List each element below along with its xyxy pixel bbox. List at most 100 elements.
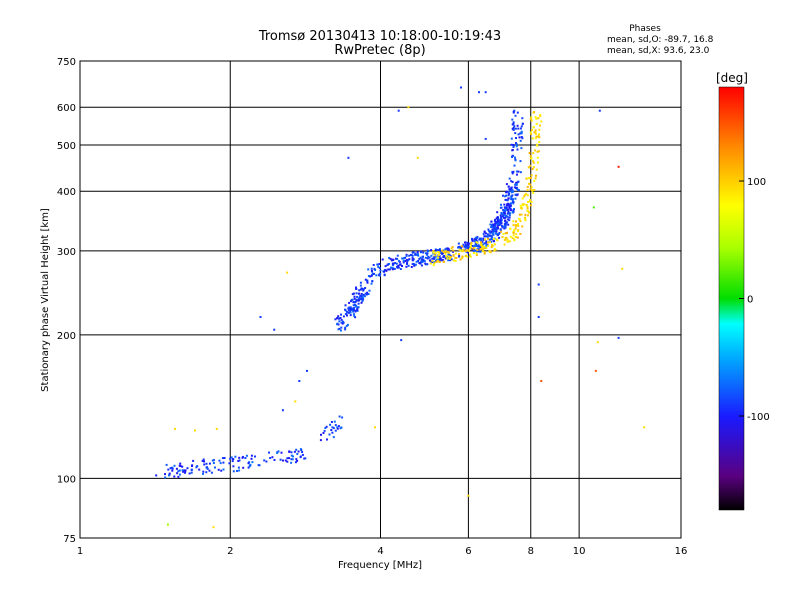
echo-point-o-mode [404, 260, 407, 262]
echo-point-o-mode [337, 328, 340, 331]
echo-point-x-mode [530, 133, 533, 135]
echo-point-o-mode [512, 198, 514, 201]
echo-point-o-mode [320, 433, 322, 436]
echo-point-o-mode [295, 448, 298, 451]
echo-point-o-mode [362, 288, 365, 291]
echo-point-o-mode [351, 293, 354, 296]
echo-point-x-mode [530, 157, 533, 160]
echo-point-o-mode [344, 326, 347, 329]
echo-point-o-mode [208, 469, 211, 472]
echo-point-o-mode [507, 190, 510, 193]
echo-point-o-mode [478, 245, 481, 248]
echo-point-o-mode [257, 464, 260, 467]
echo-point-o-mode [410, 254, 412, 256]
echo-point-x-mode [528, 199, 531, 201]
echo-point-o-mode [190, 471, 193, 474]
echo-point-o-mode [177, 470, 180, 473]
echo-point-x-mode [534, 116, 537, 118]
echo-point-o-mode [244, 457, 247, 459]
y-tick-label: 750 [57, 57, 76, 68]
echo-point-o-mode [421, 258, 424, 261]
echo-point-o-mode [521, 122, 524, 125]
echo-point-o-mode [202, 472, 204, 475]
echo-point-o-mode [514, 114, 517, 117]
echo-point-o-mode [512, 170, 515, 173]
echo-point-o-mode [353, 297, 356, 300]
echo-point-o-mode [516, 124, 519, 127]
echo-point-o-mode [510, 143, 513, 146]
echo-point-o-mode [304, 457, 307, 460]
echo-point-o-mode [467, 251, 469, 254]
echo-point-o-mode [370, 282, 373, 285]
echo-point-x-mode [533, 180, 536, 182]
echo-point-o-mode [358, 289, 361, 292]
echo-point-o-mode [417, 260, 420, 262]
echo-point-scattered [212, 526, 215, 529]
echo-point-o-mode [414, 252, 417, 255]
echo-point-o-mode [514, 127, 517, 130]
echo-point-x-mode [449, 256, 452, 258]
echo-point-o-mode [504, 206, 507, 209]
echo-point-o-mode [445, 247, 448, 250]
echo-point-o-mode [479, 250, 482, 252]
echo-point-o-mode [399, 263, 402, 266]
echo-point-o-mode [496, 224, 499, 227]
echo-point-o-mode [446, 247, 449, 250]
echo-point-o-mode [506, 215, 509, 218]
echo-point-o-mode [366, 291, 369, 294]
echo-point-o-mode [490, 235, 493, 238]
echo-point-o-mode [391, 268, 394, 271]
echo-point-x-mode [508, 240, 511, 243]
echo-point-o-mode [476, 237, 478, 239]
echo-point-o-mode [293, 450, 296, 453]
echo-point-o-mode [290, 461, 293, 464]
echo-point-x-mode [516, 230, 519, 233]
echo-point-x-mode [528, 211, 531, 214]
echo-point-o-mode [290, 458, 293, 461]
echo-point-x-mode [512, 224, 515, 226]
echo-point-x-mode [526, 205, 529, 208]
echo-point-scattered [416, 156, 419, 159]
echo-point-x-mode [532, 126, 535, 129]
echo-point-o-mode [347, 307, 350, 310]
echo-point-o-mode [245, 454, 248, 457]
echo-point-o-mode [508, 216, 511, 219]
echo-point-o-mode [396, 257, 399, 260]
echo-point-o-mode [210, 471, 213, 474]
echo-point-o-mode [397, 266, 400, 269]
echo-point-x-mode [500, 230, 503, 233]
echo-point-scattered [598, 109, 601, 112]
echo-point-o-mode [426, 257, 429, 260]
echo-point-o-mode [184, 471, 186, 474]
echo-point-scattered [298, 380, 301, 382]
echo-point-o-mode [457, 246, 460, 249]
x-tick-label: 10 [573, 546, 586, 557]
echo-point-o-mode [394, 262, 397, 264]
echo-point-o-mode [500, 224, 503, 227]
echo-point-o-mode [500, 217, 503, 220]
echo-point-o-mode [515, 183, 518, 186]
echo-point-o-mode [386, 264, 389, 266]
echo-point-o-mode [178, 469, 181, 472]
echo-point-x-mode [535, 135, 538, 138]
echo-point-x-mode [490, 245, 493, 248]
echo-point-o-mode [408, 254, 411, 257]
echo-point-o-mode [511, 210, 514, 213]
echo-point-o-mode [352, 313, 355, 316]
echo-point-o-mode [493, 220, 496, 223]
echo-point-o-mode [494, 224, 497, 227]
echo-point-x-mode [531, 137, 534, 140]
echo-point-o-mode [425, 252, 427, 255]
echo-point-o-mode [366, 279, 369, 282]
echo-point-o-mode [405, 265, 408, 268]
echo-point-o-mode [512, 144, 515, 146]
echo-point-o-mode [475, 245, 478, 248]
echo-point-o-mode [430, 254, 433, 257]
echo-point-scattered [374, 426, 376, 429]
echo-point-o-mode [352, 307, 355, 310]
echo-point-x-mode [530, 186, 533, 189]
echo-point-o-mode [357, 299, 360, 302]
echo-point-x-mode [529, 200, 531, 203]
echo-point-x-mode [472, 252, 475, 254]
echo-point-x-mode [539, 115, 542, 117]
